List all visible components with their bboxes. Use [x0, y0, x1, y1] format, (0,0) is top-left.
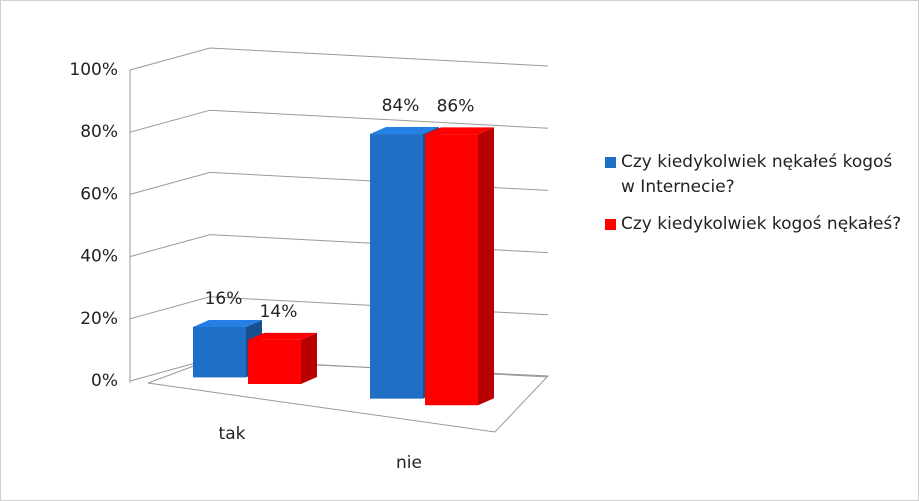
- legend-swatch: [605, 157, 616, 168]
- data-label: 86%: [437, 96, 475, 116]
- data-label: 14%: [260, 302, 298, 322]
- bar: [425, 127, 494, 406]
- bar-front: [193, 327, 246, 378]
- bar-top: [193, 320, 262, 327]
- data-label: 16%: [205, 289, 243, 309]
- bar-front: [248, 339, 301, 384]
- grid-line: [129, 47, 549, 71]
- bar-front: [425, 134, 478, 406]
- x-tick-label: tak: [219, 424, 246, 444]
- y-tick-label: 20%: [80, 309, 118, 329]
- y-tick-label: 40%: [80, 247, 118, 267]
- legend: Czy kiedykolwiek nękałeś kogoś w Interne…: [605, 150, 905, 249]
- bar-top: [425, 127, 494, 135]
- legend-item: Czy kiedykolwiek kogoś nękałeś?: [605, 212, 905, 237]
- y-tick-label: 100%: [69, 60, 118, 80]
- x-tick-label: nie: [396, 453, 422, 473]
- bar-front: [370, 134, 423, 399]
- y-tick-label: 60%: [80, 184, 118, 204]
- bar: [248, 332, 317, 384]
- legend-swatch: [605, 219, 616, 230]
- legend-label: Czy kiedykolwiek kogoś nękałeś?: [621, 214, 902, 234]
- bar-top: [248, 332, 317, 340]
- floor: [147, 359, 550, 433]
- legend-label: Czy kiedykolwiek nękałeś kogoś w Interne…: [621, 152, 893, 197]
- y-tick-label: 80%: [80, 122, 118, 142]
- legend-item: Czy kiedykolwiek nękałeś kogoś w Interne…: [605, 150, 905, 200]
- bar-top: [370, 127, 439, 135]
- bar-side: [478, 127, 494, 406]
- y-tick-label: 0%: [91, 371, 118, 391]
- bar-side: [301, 332, 317, 384]
- grid-line: [129, 109, 549, 133]
- data-label: 84%: [382, 96, 420, 116]
